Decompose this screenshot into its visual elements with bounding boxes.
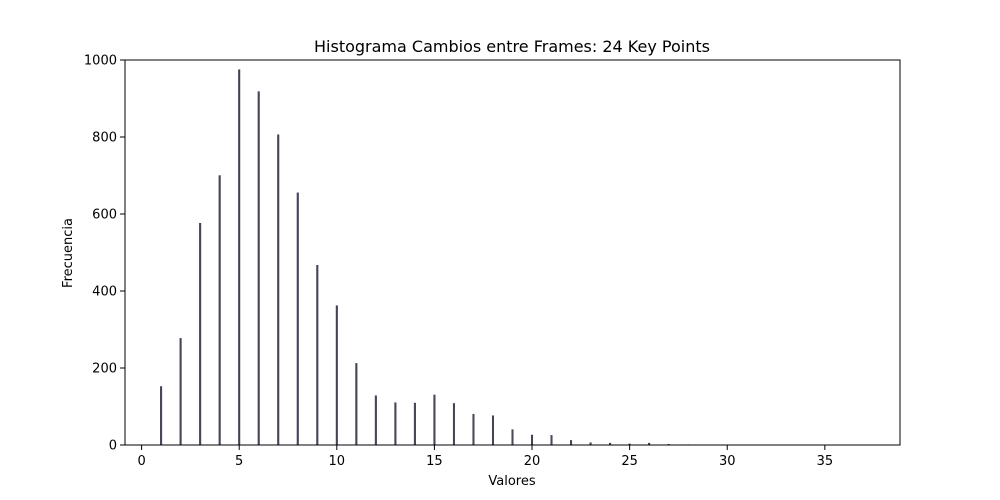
y-tick-label: 0 [109, 439, 117, 454]
histogram-bar [394, 402, 397, 446]
y-tick-label: 600 [92, 208, 117, 223]
x-axis: 0 5 10 15 20 25 30 35 [137, 445, 833, 469]
histogram-bar [316, 265, 319, 446]
x-axis-label: Valores [488, 474, 535, 489]
histogram-bar [218, 175, 221, 446]
histogram-bar [511, 429, 514, 446]
histogram-bar [570, 440, 573, 446]
histogram-bar [433, 394, 436, 446]
x-tick-label: 25 [621, 454, 638, 469]
x-tick-label: 30 [719, 454, 736, 469]
plot-area [124, 59, 901, 446]
histogram-bar [472, 414, 475, 446]
y-tick-label: 800 [92, 131, 117, 146]
x-tick-label: 15 [426, 454, 443, 469]
chart-title: Histograma Cambios entre Frames: 24 Key … [314, 37, 710, 56]
x-tick-label: 10 [329, 454, 346, 469]
histogram-bar [199, 223, 202, 446]
histogram-bar [374, 395, 377, 446]
plot-background [125, 60, 900, 445]
plot-frame [124, 59, 901, 446]
histogram-bar [160, 386, 163, 446]
histogram-bar [531, 434, 534, 446]
histogram-bar [355, 363, 358, 446]
x-tick-label: 20 [524, 454, 541, 469]
histogram-bar [413, 402, 416, 446]
x-tick-label: 0 [137, 454, 145, 469]
histogram-bar [452, 403, 455, 446]
x-tick-label: 35 [817, 454, 834, 469]
y-tick-label: 200 [92, 362, 117, 377]
histogram-bar [257, 91, 260, 446]
y-tick-label: 400 [92, 285, 117, 300]
histogram-bar [550, 435, 553, 446]
y-axis-label: Frecuencia [61, 218, 76, 288]
y-axis: 0 200 400 600 800 1000 [84, 54, 125, 454]
histogram-bar [491, 415, 494, 446]
histogram-bar [335, 305, 338, 446]
y-tick-label: 1000 [84, 54, 117, 69]
x-tick-label: 5 [235, 454, 243, 469]
histogram-bar [238, 69, 241, 446]
histogram-bar [296, 192, 299, 446]
histogram-bar [179, 338, 182, 446]
histogram-bar [277, 134, 280, 446]
